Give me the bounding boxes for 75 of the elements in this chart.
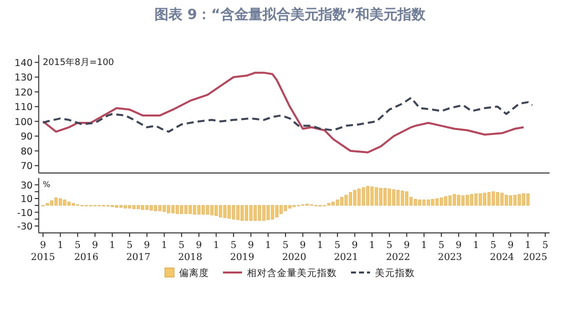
y-tick-label: 30 — [20, 180, 33, 192]
x-tick-label: 5 — [386, 240, 392, 251]
bar — [474, 194, 478, 206]
y-tick-label: 120 — [14, 87, 33, 98]
x-tick-label: 1 — [472, 240, 480, 251]
y-tick-label: 80 — [20, 146, 33, 158]
bar — [258, 205, 262, 221]
x-tick-label: 1 — [213, 240, 220, 251]
bar — [487, 192, 491, 206]
x-tick-label: 1 — [369, 240, 376, 251]
x-tick-label: 5 — [126, 240, 133, 251]
bar — [232, 205, 236, 220]
y-tick-label: 90 — [20, 132, 33, 143]
y-tick-label: -30 — [17, 222, 33, 233]
x-tick-label: 9 — [40, 240, 46, 251]
text: 2022 — [386, 252, 410, 263]
bar — [244, 205, 248, 221]
text: 2019 — [230, 252, 254, 263]
x-tick-label: 9 — [300, 240, 306, 251]
text: 2018 — [178, 252, 202, 263]
x-tick-label: 1 — [524, 240, 531, 251]
x-tick-label: 1 — [109, 240, 116, 251]
legend-label: 美元指数 — [375, 267, 415, 279]
text: 2025 — [523, 252, 548, 263]
legend-label: 偏离度 — [179, 267, 209, 279]
x-tick-label: 1 — [421, 240, 428, 251]
bar — [54, 198, 58, 206]
y-tick-label: 70 — [20, 161, 33, 172]
x-tick-label: 9 — [248, 240, 254, 251]
bar — [526, 194, 530, 206]
text: 2017 — [126, 252, 150, 263]
bar — [435, 198, 439, 206]
bar — [461, 196, 465, 206]
x-tick-label: 5 — [334, 240, 340, 251]
x-tick-label: 1 — [161, 240, 168, 251]
x-tick-label: 9 — [92, 240, 98, 251]
bar — [284, 205, 288, 212]
text: 2024 — [490, 252, 514, 263]
y-tick-label: 10 — [20, 194, 33, 206]
bar — [176, 205, 179, 214]
text: 2015 — [30, 252, 56, 263]
text: 2016 — [74, 252, 98, 263]
x-tick-label: 1 — [317, 240, 324, 251]
y-tick-label: 100 — [14, 116, 33, 128]
bar — [67, 202, 71, 206]
text: 2021 — [334, 252, 358, 263]
x-tick-label: 5 — [542, 240, 548, 251]
x-tick-label: 5 — [74, 240, 81, 251]
y-axis-title: % — [42, 180, 51, 189]
x-tick-label: 9 — [508, 240, 514, 251]
x-tick-label: 9 — [144, 240, 150, 251]
x-tick-label: 1 — [265, 240, 272, 251]
annotation: 2015年8月=100 — [42, 57, 114, 68]
x-tick-label: 5 — [282, 240, 289, 251]
bar — [366, 186, 370, 206]
x-tick-label: 5 — [490, 240, 496, 251]
bar — [448, 196, 452, 206]
x-tick-label: 5 — [438, 240, 444, 251]
x-tick-label: 9 — [352, 240, 358, 251]
text: 2023 — [438, 252, 462, 263]
y-tick-label: 130 — [14, 72, 33, 84]
bar — [270, 205, 274, 220]
x-tick-label: 1 — [57, 240, 64, 251]
text: 2020 — [282, 252, 306, 263]
x-tick-label: 9 — [196, 240, 202, 251]
legend-label: 相对含金量美元指数 — [247, 267, 337, 279]
y-tick-label: 140 — [14, 58, 33, 69]
x-tick-label: 9 — [456, 240, 462, 251]
y-tick-label: -10 — [17, 208, 33, 219]
x-tick-label: 9 — [404, 240, 410, 251]
bar — [500, 192, 504, 206]
y-tick-label: 110 — [14, 102, 33, 114]
chart-title: 图表 9：“含金量拟合美元指数”和美元指数 — [154, 6, 426, 23]
x-tick-label: 5 — [230, 240, 237, 251]
x-tick-label: 5 — [178, 240, 185, 251]
